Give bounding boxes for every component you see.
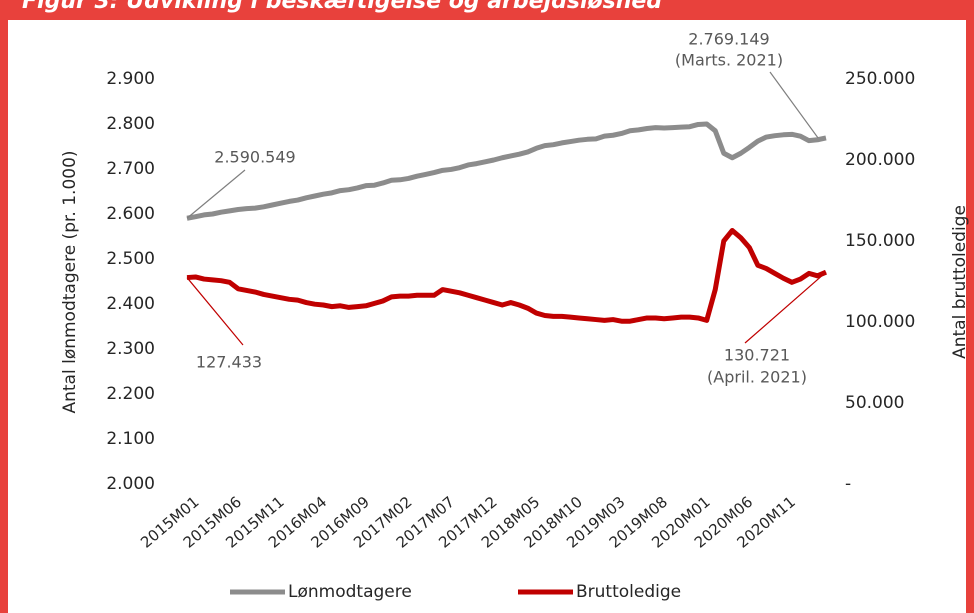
y-tick-label: 2.600 [106,204,155,224]
leader-line [186,169,246,219]
annotation: (Marts. 2021) [675,51,783,70]
y-tick-label: 2.100 [106,429,155,449]
annotation: 2.590.549 [214,148,295,167]
y-tick-label: 2.300 [106,339,155,359]
y2-tick-label: 200.000 [845,150,915,170]
y2-tick-label: 150.000 [845,231,915,251]
leader-line [769,71,819,139]
y-tick-label: 2.800 [106,114,155,134]
legend-label: Lønmodtagere [288,582,412,602]
legend-label: Bruttoledige [576,582,681,602]
y2-tick-label: 250.000 [845,69,915,89]
y-tick-label: 2.400 [106,294,155,314]
annotation: 127.433 [196,353,262,372]
y-axis-title: Antal lønmodtagere (pr. 1.000) [60,150,80,413]
y-tick-label: 2.000 [106,474,155,494]
panel [8,20,966,613]
annotation: 130.721 [724,346,790,365]
chart-title: Figur 3: Udvikling i beskæftigelse og ar… [22,0,662,14]
annotation: (April. 2021) [707,368,807,387]
y-tick-label: 2.700 [106,159,155,179]
y2-tick-label: 50.000 [845,393,904,413]
y-tick-label: 2.200 [106,384,155,404]
series-line [186,227,827,324]
leader-line [744,271,827,344]
y2-tick-label: 100.000 [845,312,915,332]
y-tick-label: 2.900 [106,69,155,89]
y-tick-label: 2.500 [106,249,155,269]
y2-axis-title: Antal bruttoledige [950,205,970,359]
leader-line [186,277,244,346]
annotation: 2.769.149 [688,30,769,49]
series-line [186,121,827,221]
y2-tick-label: - [845,474,851,494]
